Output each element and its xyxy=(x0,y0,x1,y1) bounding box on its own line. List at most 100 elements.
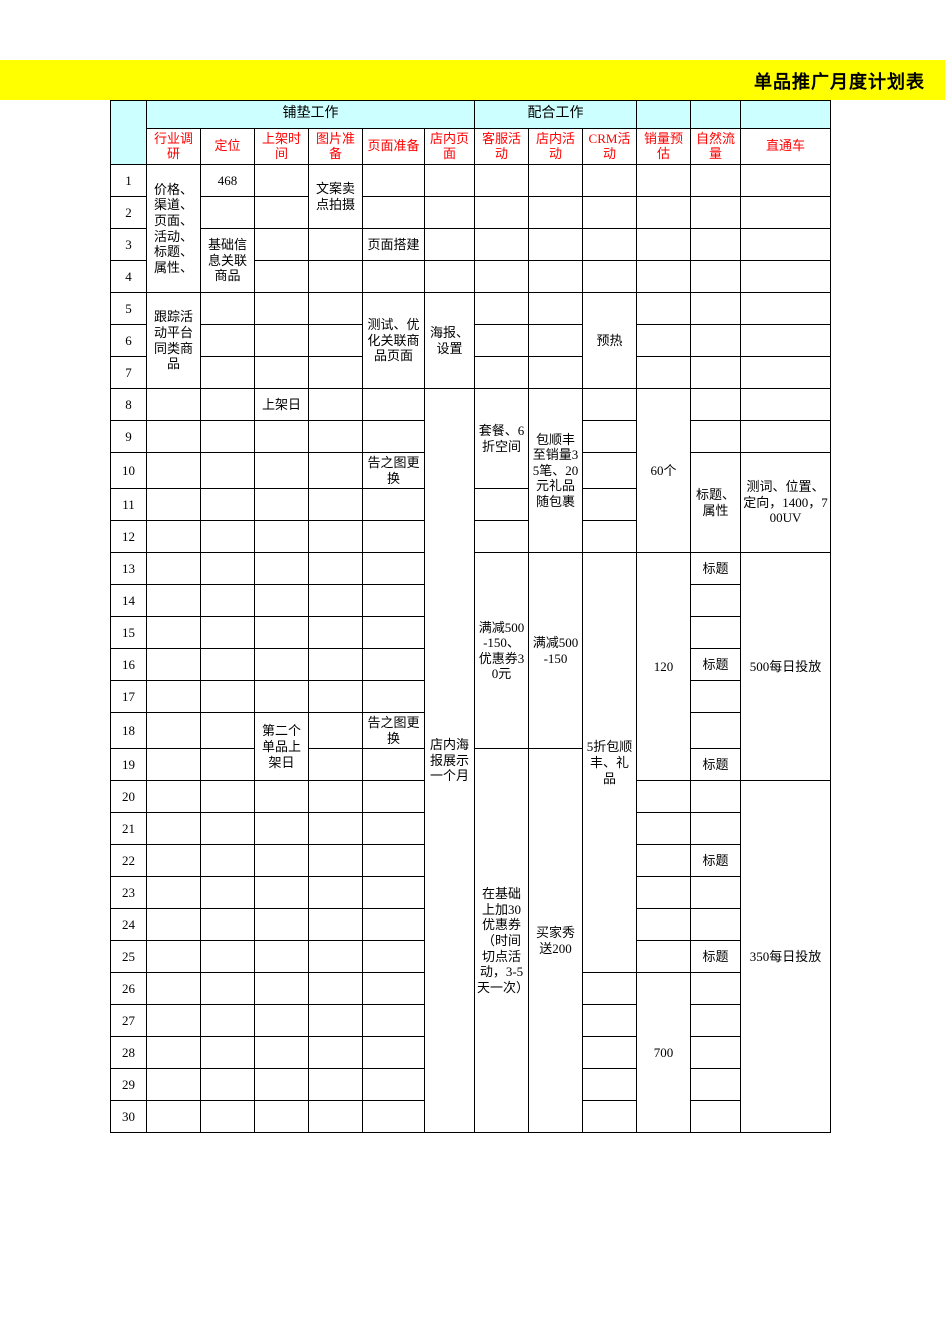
cell-c2-r19 xyxy=(201,749,255,781)
cell-c9-r13: 5折包顺丰、礼品 xyxy=(583,553,637,973)
cell-c12-r6 xyxy=(741,325,831,357)
cell-c3-r20 xyxy=(255,781,309,813)
corner-cell xyxy=(111,101,147,165)
cell-c11-r22: 标题 xyxy=(691,845,741,877)
cell-c5-r18: 告之图更换 xyxy=(363,713,425,749)
cell-c2-r12 xyxy=(201,521,255,553)
cell-c4-r20 xyxy=(309,781,363,813)
cell-c2-r1: 468 xyxy=(201,165,255,197)
cell-c9-r30 xyxy=(583,1101,637,1133)
group-prep: 铺垫工作 xyxy=(147,101,475,129)
cell-c2-r7 xyxy=(201,357,255,389)
title-bar: 单品推广月度计划表 xyxy=(0,60,945,100)
cell-c4-r24 xyxy=(309,909,363,941)
cell-c4-r18 xyxy=(309,713,363,749)
cell-c9-r3 xyxy=(583,229,637,261)
cell-c10-r26: 700 xyxy=(637,973,691,1133)
table-row: 2 xyxy=(111,197,831,229)
cell-c3-r30 xyxy=(255,1101,309,1133)
cell-c10-r5 xyxy=(637,293,691,325)
cell-c4-r4 xyxy=(309,261,363,293)
cell-c1-r17 xyxy=(147,681,201,713)
col-crm-activity: CRM活动 xyxy=(583,129,637,165)
cell-c3-r24 xyxy=(255,909,309,941)
cell-c5-r5: 测试、优化关联商品页面 xyxy=(363,293,425,389)
cell-c11-r21 xyxy=(691,813,741,845)
cell-c6-r8: 店内海报展示一个月 xyxy=(425,389,475,1133)
cell-c4-r9 xyxy=(309,421,363,453)
cell-c5-r21 xyxy=(363,813,425,845)
cell-c4-r25 xyxy=(309,941,363,973)
col-cs-activity: 客服活动 xyxy=(475,129,529,165)
cell-c1-r14 xyxy=(147,585,201,617)
cell-c1-r27 xyxy=(147,1005,201,1037)
cell-c5-r29 xyxy=(363,1069,425,1101)
cell-c9-r2 xyxy=(583,197,637,229)
cell-c2-r30 xyxy=(201,1101,255,1133)
cell-c11-r25: 标题 xyxy=(691,941,741,973)
cell-c9-r29 xyxy=(583,1069,637,1101)
row-index: 8 xyxy=(111,389,147,421)
cell-c3-r29 xyxy=(255,1069,309,1101)
blank-group-c12 xyxy=(741,101,831,129)
cell-c5-r13 xyxy=(363,553,425,585)
row-index: 18 xyxy=(111,713,147,749)
col-positioning: 定位 xyxy=(201,129,255,165)
cell-c5-r23 xyxy=(363,877,425,909)
cell-c10-r13: 120 xyxy=(637,553,691,781)
row-index: 27 xyxy=(111,1005,147,1037)
cell-c11-r4 xyxy=(691,261,741,293)
cell-c6-r1 xyxy=(425,165,475,197)
cell-c1-r8 xyxy=(147,389,201,421)
cell-c6-r4 xyxy=(425,261,475,293)
cell-c3-r16 xyxy=(255,649,309,681)
row-index: 15 xyxy=(111,617,147,649)
cell-c3-r27 xyxy=(255,1005,309,1037)
cell-c12-r7 xyxy=(741,357,831,389)
cell-c9-r10 xyxy=(583,453,637,489)
cell-c8-r1 xyxy=(529,165,583,197)
cell-c3-r7 xyxy=(255,357,309,389)
cell-c2-r18 xyxy=(201,713,255,749)
cell-c11-r14 xyxy=(691,585,741,617)
cell-c3-r1 xyxy=(255,165,309,197)
row-index: 22 xyxy=(111,845,147,877)
table-row: 5 跟踪活动平台同类商品 测试、优化关联商品页面 海报、设置 预热 xyxy=(111,293,831,325)
row-index: 7 xyxy=(111,357,147,389)
cell-c7-r4 xyxy=(475,261,529,293)
row-index: 25 xyxy=(111,941,147,973)
cell-c3-r10 xyxy=(255,453,309,489)
cell-c4-r13 xyxy=(309,553,363,585)
cell-c7-r8: 套餐、6折空间 xyxy=(475,389,529,489)
cell-c2-r11 xyxy=(201,489,255,521)
cell-c2-r10 xyxy=(201,453,255,489)
col-listing-time: 上架时间 xyxy=(255,129,309,165)
cell-c2-r16 xyxy=(201,649,255,681)
cell-c11-r28 xyxy=(691,1037,741,1069)
cell-c3-r6 xyxy=(255,325,309,357)
cell-c4-r15 xyxy=(309,617,363,649)
cell-c2-r17 xyxy=(201,681,255,713)
cell-c2-r9 xyxy=(201,421,255,453)
cell-c5-r26 xyxy=(363,973,425,1005)
cell-c10-r23 xyxy=(637,877,691,909)
cell-c3-r17 xyxy=(255,681,309,713)
cell-c6-r2 xyxy=(425,197,475,229)
cell-c1-r19 xyxy=(147,749,201,781)
cell-c3-r28 xyxy=(255,1037,309,1069)
row-index: 12 xyxy=(111,521,147,553)
cell-c3-r13 xyxy=(255,553,309,585)
cell-c5-r10: 告之图更换 xyxy=(363,453,425,489)
row-index: 10 xyxy=(111,453,147,489)
cell-c7-r5 xyxy=(475,293,529,325)
cell-c5-r28 xyxy=(363,1037,425,1069)
cell-c1-r22 xyxy=(147,845,201,877)
cell-c2-r14 xyxy=(201,585,255,617)
cell-c9-r9 xyxy=(583,421,637,453)
cell-c4-r5 xyxy=(309,293,363,325)
cell-c4-r6 xyxy=(309,325,363,357)
cell-c5-r20 xyxy=(363,781,425,813)
row-index: 29 xyxy=(111,1069,147,1101)
cell-c7-r6 xyxy=(475,325,529,357)
cell-c11-r29 xyxy=(691,1069,741,1101)
